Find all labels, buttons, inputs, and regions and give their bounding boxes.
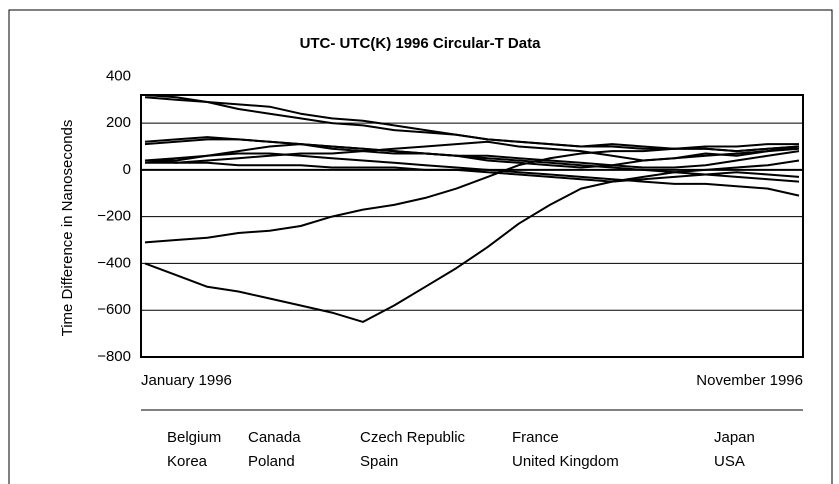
legend-label: Czech Republic xyxy=(360,429,466,446)
series-line xyxy=(144,136,800,169)
series-line xyxy=(145,143,800,169)
series-line xyxy=(144,159,800,323)
x-tick-label: November 1996 xyxy=(696,372,803,389)
legend-label: Canada xyxy=(248,429,301,446)
legend-label: United Kingdom xyxy=(512,453,619,470)
chart-title: UTC- UTC(K) 1996 Circular-T Data xyxy=(300,35,542,52)
frame xyxy=(8,9,833,484)
series-line xyxy=(144,140,800,164)
y-tick-label: 0 xyxy=(123,161,131,178)
y-tick-label: 400 xyxy=(106,67,131,84)
y-tick-label: −200 xyxy=(97,208,131,225)
legend-label: USA xyxy=(714,453,745,470)
legend-label: Japan xyxy=(714,429,755,446)
legend-label: Spain xyxy=(360,453,398,470)
legend-label: France xyxy=(512,429,559,446)
series-line xyxy=(144,145,800,244)
y-axis-label: Time Difference in Nanoseconds xyxy=(59,120,76,337)
y-tick-label: 200 xyxy=(106,114,131,131)
series-line xyxy=(144,152,800,197)
legend-label: Belgium xyxy=(167,429,221,446)
series-line xyxy=(144,96,799,150)
series-line xyxy=(145,161,800,183)
legend-label: Korea xyxy=(167,453,208,470)
y-tick-label: −400 xyxy=(97,254,131,271)
legend-label: Poland xyxy=(248,453,295,470)
y-tick-label: −800 xyxy=(97,348,131,365)
x-tick-label: January 1996 xyxy=(141,372,232,389)
plot-frame xyxy=(140,94,804,358)
y-tick-label: −600 xyxy=(97,301,131,318)
